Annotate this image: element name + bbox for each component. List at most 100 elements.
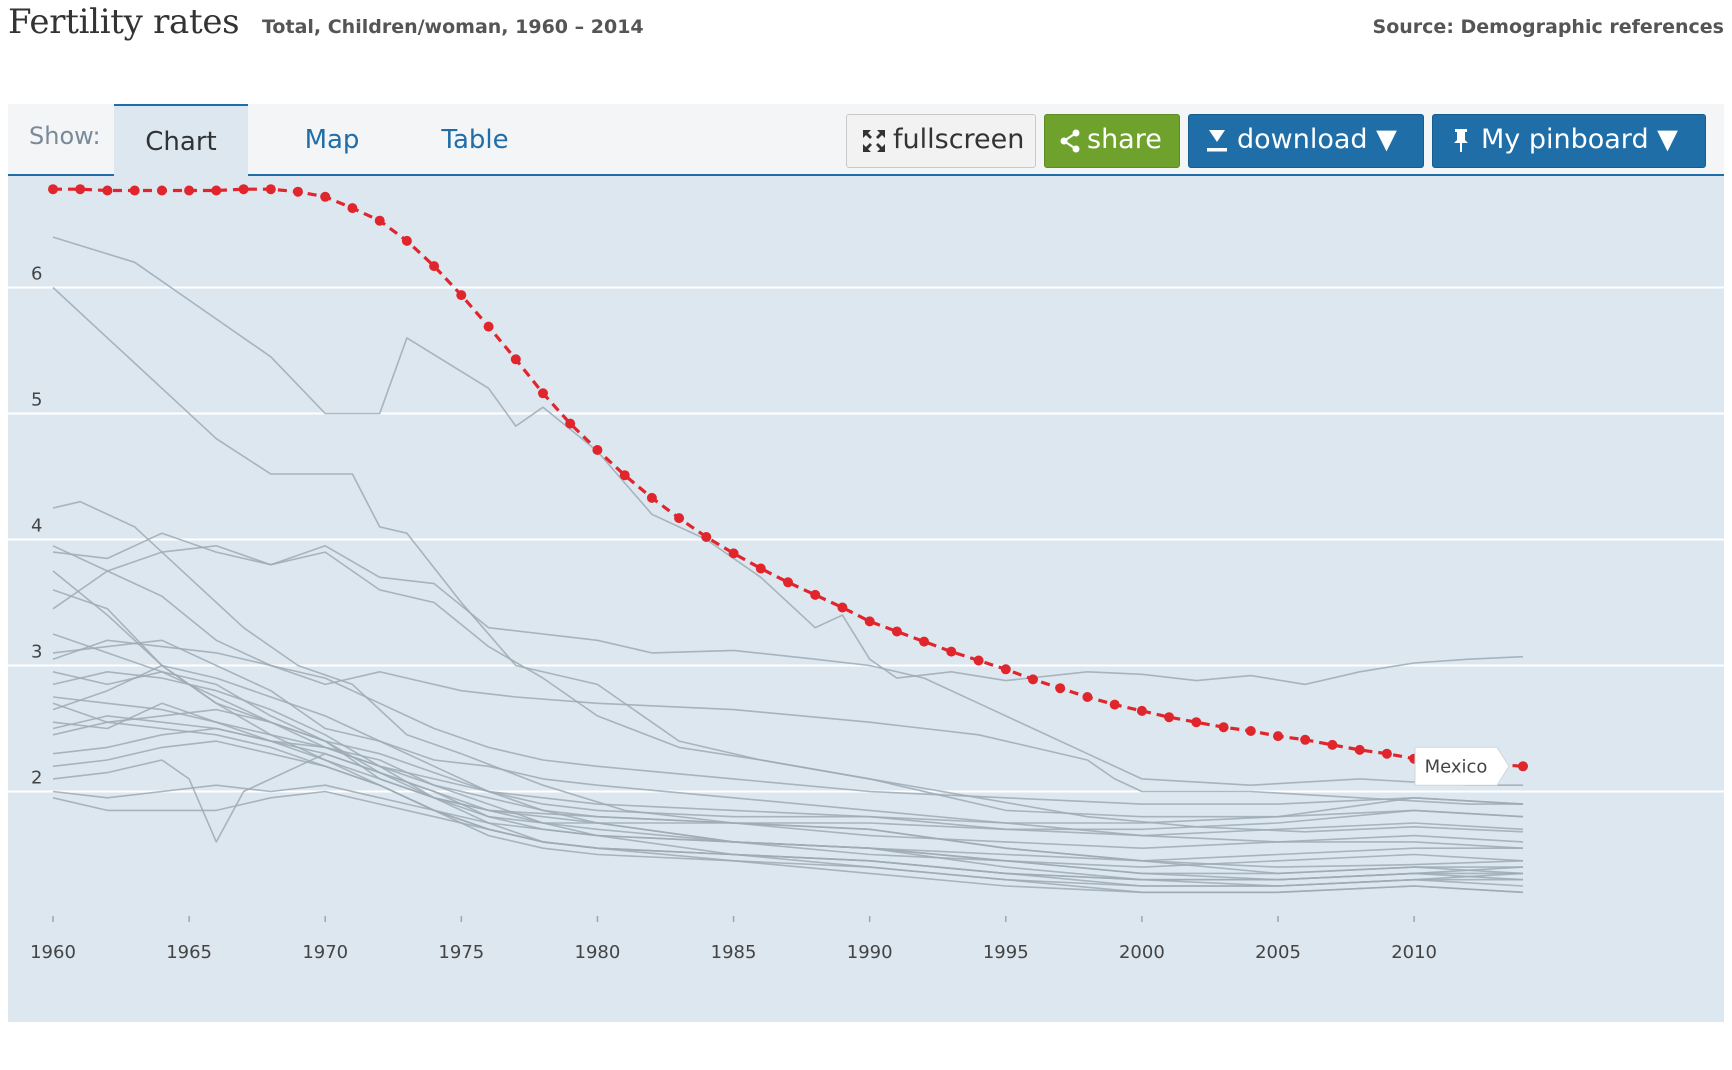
- highlight-point-1992: [919, 636, 930, 647]
- page-subtitle: Total, Children/woman, 1960 – 2014: [262, 16, 644, 38]
- highlight-label-box: [1414, 746, 1510, 786]
- series-line-country-22: [52, 570, 1523, 887]
- series-line-country-24: [52, 715, 1524, 887]
- highlight-point-1999: [1109, 699, 1120, 710]
- share-icon: [1060, 129, 1080, 152]
- series-line-country-18: [52, 784, 1523, 862]
- highlight-point-1993: [946, 646, 957, 657]
- highlight-point-1978: [538, 388, 548, 399]
- series-line-country-09: [52, 639, 1524, 849]
- series-line-country-02: [52, 286, 1524, 833]
- series-line-country-11: [52, 696, 1523, 875]
- y-tick-label-4: 4: [31, 516, 42, 537]
- fertility-chart: 2 3 4 5 6 1960 1965 1970 1975 1980 1985 1990 1995 200…: [8, 184, 1724, 963]
- highlight-point-1988: [810, 589, 821, 600]
- series-line-country-08: [52, 639, 1523, 805]
- highlight-point-1987: [783, 577, 793, 588]
- series-line-country-04: [52, 544, 1523, 787]
- series-line-country-13: [52, 702, 1524, 850]
- highlight-point-1960: [48, 184, 58, 195]
- series-line-country-12: [52, 702, 1524, 824]
- highlight-point-1966: [211, 185, 222, 196]
- tab-chart[interactable]: Chart: [114, 104, 248, 176]
- chart-area: 2 3 4 5 6 1960 1965 1970 1975 1980 1985 1990 1995 200…: [8, 176, 1724, 1022]
- series-line-country-20: [52, 670, 1524, 894]
- highlight-point-2009: [1381, 748, 1392, 759]
- source-credit: Source: Demographic references: [1372, 16, 1724, 38]
- toolbar: Show: Chart Map Table fullscreen share d…: [8, 104, 1724, 176]
- highlight-point-1994: [973, 655, 984, 666]
- highlight-point-1974: [429, 261, 440, 272]
- series-line-country-23: [52, 633, 1524, 837]
- highlight-point-1990: [864, 616, 875, 627]
- highlight-point-1961: [75, 184, 86, 195]
- fullscreen-label: fullscreen: [893, 124, 1025, 155]
- series-line-country-01: [52, 236, 1524, 686]
- pinboard-label: My pinboard ▼: [1481, 124, 1678, 155]
- x-tick-label-2005: 2005: [1255, 942, 1301, 963]
- highlight-point-1984: [701, 532, 712, 542]
- series-line-country-10: [52, 670, 1524, 881]
- highlight-point-2002: [1191, 717, 1202, 728]
- download-button[interactable]: download ▼: [1188, 114, 1424, 168]
- pin-icon: [1454, 128, 1468, 152]
- series-line-country-05: [52, 532, 1524, 818]
- fullscreen-button[interactable]: fullscreen: [846, 114, 1036, 168]
- highlight-point-2003: [1218, 722, 1229, 733]
- highlight-label-mexico: Mexico: [1425, 756, 1488, 777]
- x-tick-label-1985: 1985: [711, 942, 757, 963]
- series-line-country-14: [52, 721, 1524, 881]
- highlight-point-1967: [238, 184, 249, 195]
- x-tick-label-1975: 1975: [438, 942, 484, 963]
- highlight-point-1975: [456, 290, 467, 301]
- page-title: Fertility rates: [8, 2, 240, 42]
- share-button[interactable]: share: [1044, 114, 1180, 168]
- x-tick-label-1990: 1990: [847, 942, 893, 963]
- highlight-point-2007: [1327, 739, 1338, 750]
- highlight-point-1979: [565, 418, 576, 429]
- pinboard-button[interactable]: My pinboard ▼: [1432, 114, 1706, 168]
- highlight-point-2006: [1300, 734, 1311, 745]
- highlight-point-1970: [320, 191, 331, 202]
- highlight-point-1986: [755, 563, 766, 574]
- highlight-point-1998: [1082, 692, 1093, 702]
- download-label: download ▼: [1237, 124, 1397, 155]
- highlight-point-2014: [1518, 761, 1528, 772]
- highlight-point-1968: [265, 184, 276, 195]
- highlight-point-2008: [1354, 744, 1365, 755]
- highlight-point-1991: [891, 626, 902, 637]
- highlight-point-2000: [1136, 705, 1147, 716]
- highlight-point-2004: [1245, 726, 1256, 736]
- series-line-country-06: [52, 589, 1524, 831]
- x-tick-label-1960: 1960: [30, 942, 76, 963]
- highlight-line-mexico: [53, 187, 1524, 768]
- y-tick-label-5: 5: [31, 390, 42, 411]
- y-tick-label-2: 2: [31, 768, 42, 789]
- highlight-point-1996: [1028, 674, 1038, 685]
- highlight-point-1962: [102, 185, 113, 196]
- highlight-point-1976: [483, 321, 494, 332]
- x-tick-label-2000: 2000: [1119, 942, 1165, 963]
- x-tick-label-1995: 1995: [983, 942, 1029, 963]
- highlight-point-1985: [728, 548, 739, 559]
- download-icon: [1207, 129, 1227, 151]
- share-label: share: [1087, 124, 1162, 155]
- series-line-country-21: [52, 664, 1524, 875]
- x-tick-label-1980: 1980: [575, 942, 621, 963]
- highlight-point-1989: [837, 602, 848, 613]
- series-line-country-07: [52, 570, 1524, 805]
- expand-icon: [863, 129, 885, 152]
- highlight-point-1964: [156, 185, 167, 196]
- tab-map[interactable]: Map: [304, 125, 360, 155]
- highlight-point-1995: [1000, 664, 1011, 675]
- series-line-country-15: [52, 727, 1524, 887]
- highlight-point-1982: [646, 492, 657, 503]
- tab-table[interactable]: Table: [441, 125, 509, 155]
- highlight-point-1971: [347, 203, 358, 214]
- highlight-point-2005: [1273, 731, 1283, 742]
- highlight-point-1980: [592, 445, 603, 455]
- highlight-point-1965: [184, 185, 195, 196]
- highlight-point-1972: [374, 215, 385, 226]
- highlight-point-1963: [129, 185, 140, 196]
- highlight-point-1973: [401, 235, 412, 246]
